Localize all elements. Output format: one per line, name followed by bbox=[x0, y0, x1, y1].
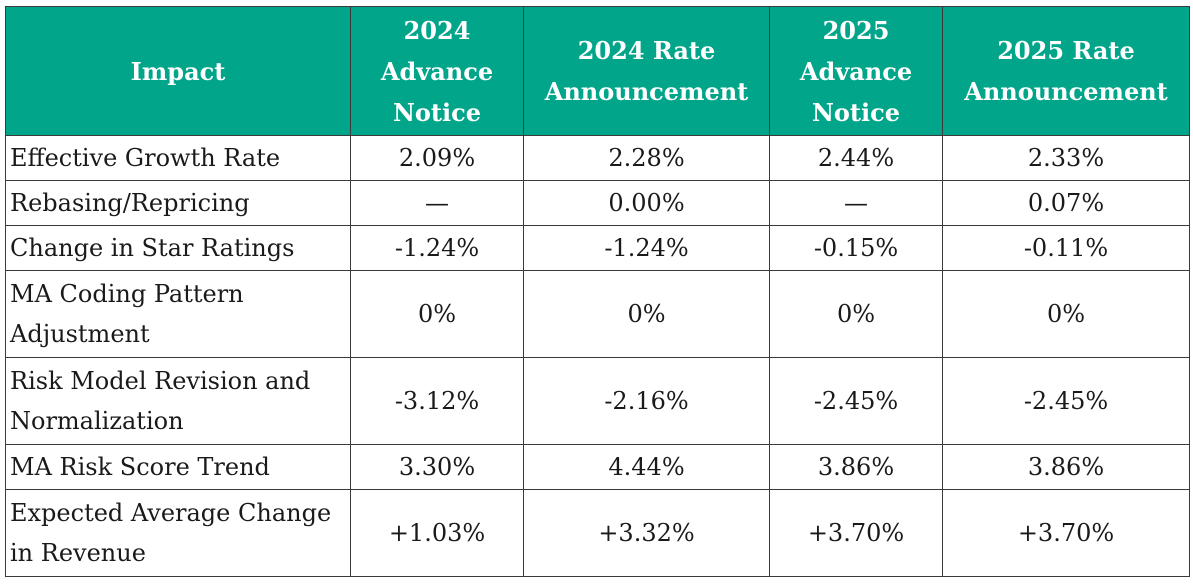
row-label: Rebasing/Repricing bbox=[5, 180, 351, 226]
table-row: Change in Star Ratings -1.24% -1.24% -0.… bbox=[5, 225, 1190, 271]
header-row: Impact 2024 Advance Notice 2024 Rate Ann… bbox=[5, 6, 1190, 136]
table-cell: 2.28% bbox=[523, 135, 770, 181]
table-cell: 2.09% bbox=[350, 135, 524, 181]
table-cell: 2.33% bbox=[942, 135, 1190, 181]
header-impact: Impact bbox=[5, 6, 351, 136]
table-cell: -1.24% bbox=[350, 225, 524, 271]
table-row: MA Risk Score Trend 3.30% 4.44% 3.86% 3.… bbox=[5, 444, 1190, 490]
table-row: Risk Model Revision and Normalization -3… bbox=[5, 357, 1190, 445]
table-cell: 0.00% bbox=[523, 180, 770, 226]
header-2024-rate-announcement: 2024 Rate Announcement bbox=[523, 6, 770, 136]
table-cell: +3.32% bbox=[523, 489, 770, 577]
row-label: MA Risk Score Trend bbox=[5, 444, 351, 490]
table-cell: 2.44% bbox=[769, 135, 943, 181]
table-cell: — bbox=[350, 180, 524, 226]
row-label: Effective Growth Rate bbox=[5, 135, 351, 181]
table-cell: -1.24% bbox=[523, 225, 770, 271]
table-row: MA Coding Pattern Adjustment 0% 0% 0% 0% bbox=[5, 270, 1190, 358]
row-label: MA Coding Pattern Adjustment bbox=[5, 270, 351, 358]
impact-table: Impact 2024 Advance Notice 2024 Rate Ann… bbox=[5, 6, 1190, 577]
row-label: Change in Star Ratings bbox=[5, 225, 351, 271]
table-cell: +3.70% bbox=[942, 489, 1190, 577]
table-cell: 3.30% bbox=[350, 444, 524, 490]
header-2024-advance-notice: 2024 Advance Notice bbox=[350, 6, 524, 136]
table-cell: — bbox=[769, 180, 943, 226]
table-cell: 0% bbox=[942, 270, 1190, 358]
table-cell: -2.45% bbox=[769, 357, 943, 445]
table-cell: 3.86% bbox=[769, 444, 943, 490]
table-cell: -0.11% bbox=[942, 225, 1190, 271]
header-2025-advance-notice: 2025 Advance Notice bbox=[769, 6, 943, 136]
table-row: Effective Growth Rate 2.09% 2.28% 2.44% … bbox=[5, 135, 1190, 181]
table-cell: -3.12% bbox=[350, 357, 524, 445]
table-cell: -2.45% bbox=[942, 357, 1190, 445]
table-cell: +3.70% bbox=[769, 489, 943, 577]
table-cell: -0.15% bbox=[769, 225, 943, 271]
table-cell: 4.44% bbox=[523, 444, 770, 490]
table-cell: 0% bbox=[769, 270, 943, 358]
table-cell: 0% bbox=[523, 270, 770, 358]
table-cell: 0.07% bbox=[942, 180, 1190, 226]
table-cell: 0% bbox=[350, 270, 524, 358]
row-label: Expected Average Change in Revenue bbox=[5, 489, 351, 577]
row-label: Risk Model Revision and Normalization bbox=[5, 357, 351, 445]
table-cell: +1.03% bbox=[350, 489, 524, 577]
table-cell: -2.16% bbox=[523, 357, 770, 445]
header-2025-rate-announcement: 2025 Rate Announcement bbox=[942, 6, 1190, 136]
table-row: Expected Average Change in Revenue +1.03… bbox=[5, 489, 1190, 577]
table-cell: 3.86% bbox=[942, 444, 1190, 490]
table-row: Rebasing/Repricing — 0.00% — 0.07% bbox=[5, 180, 1190, 226]
